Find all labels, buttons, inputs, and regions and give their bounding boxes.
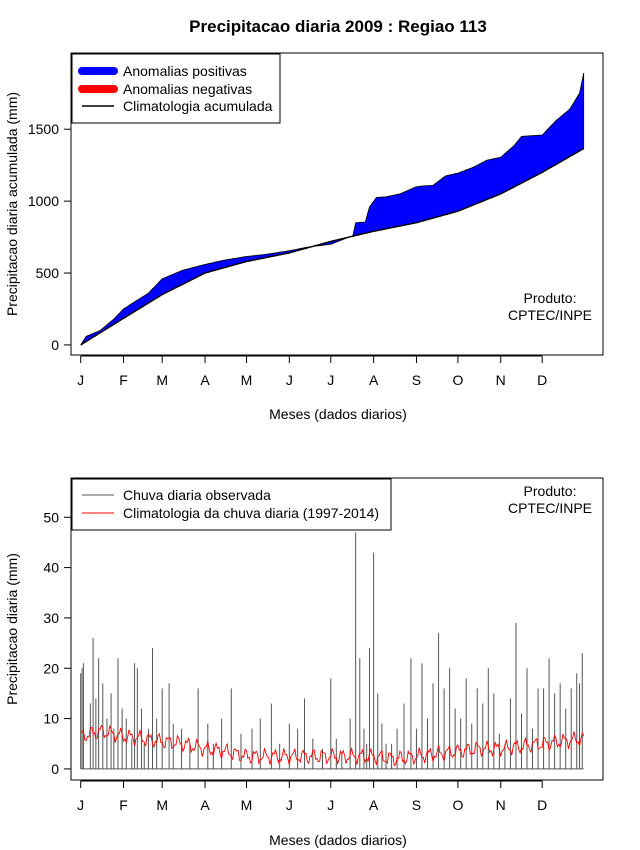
legend-label-positive: Anomalias positivas xyxy=(123,63,247,79)
x-tick-label: D xyxy=(537,372,547,388)
y-tick-label-2: 0 xyxy=(51,761,59,777)
legend: Anomalias positivas Anomalias negativas … xyxy=(71,53,281,124)
x-tick-label: A xyxy=(200,372,210,388)
daily-panel: 0 10 20 30 40 50 J F M A M J J A S O N D Meses (dados di… xyxy=(4,477,604,848)
observed-rain-layer xyxy=(80,532,584,770)
y-axis-2: 0 10 20 30 40 50 xyxy=(43,509,72,777)
x-tick-label-2: M xyxy=(156,797,168,813)
cumulative-panel: 0 500 1000 1500 J F M A M J J A S O N D Meses (dados d… xyxy=(4,52,604,422)
climatology-daily-line xyxy=(80,724,585,767)
legend-box-2 xyxy=(71,478,392,531)
x-tick-label-2: S xyxy=(412,797,421,813)
x-tick-label: F xyxy=(119,372,128,388)
anomaly-area-layer xyxy=(80,73,585,346)
x-tick-label: S xyxy=(412,372,421,388)
legend-label-negative: Anomalias negativas xyxy=(123,81,252,97)
legend-2: Chuva diaria observada Climatologia da c… xyxy=(71,478,392,531)
x-tick-label-2: J xyxy=(286,797,293,813)
x-axis-label-2: Meses (dados diarios) xyxy=(269,832,407,848)
x-tick-label-2: N xyxy=(496,797,506,813)
legend-label-observed: Chuva diaria observada xyxy=(123,487,271,503)
y-axis-label-2: Precipitacao diaria (mm) xyxy=(4,553,20,705)
y-tick-label: 1000 xyxy=(28,193,59,209)
x-tick-label: J xyxy=(77,372,84,388)
y-axis-label: Precipitacao diaria acumulada (mm) xyxy=(4,92,20,316)
credit-line-1: Produto: xyxy=(524,290,577,306)
x-tick-label: N xyxy=(496,372,506,388)
x-tick-label-2: O xyxy=(452,797,463,813)
credit-line-2-b: CPTEC/INPE xyxy=(508,500,592,516)
y-axis: 0 500 1000 1500 xyxy=(28,121,72,353)
x-tick-label: O xyxy=(452,372,463,388)
y-tick-label-2: 30 xyxy=(43,610,59,626)
climatology-cumulative-line xyxy=(80,147,585,346)
legend-label-climatology-2: Climatologia da chuva diaria (1997-2014) xyxy=(123,505,379,521)
y-tick-label: 1500 xyxy=(28,121,59,137)
x-tick-label-2: J xyxy=(327,797,334,813)
y-tick-label-2: 20 xyxy=(43,660,59,676)
x-tick-label-2: F xyxy=(119,797,128,813)
x-tick-label-2: M xyxy=(241,797,253,813)
chart-title: Precipitacao diaria 2009 : Regiao 113 xyxy=(189,17,487,36)
x-axis-label: Meses (dados diarios) xyxy=(269,406,407,422)
y-tick-label-2: 10 xyxy=(43,711,59,727)
y-tick-label-2: 50 xyxy=(43,509,59,525)
climatology-line-layer xyxy=(80,724,585,767)
x-tick-label-2: J xyxy=(77,797,84,813)
x-tick-label: M xyxy=(156,372,168,388)
y-tick-label-2: 40 xyxy=(43,560,59,576)
x-tick-label-2: D xyxy=(537,797,547,813)
legend-label-climatology: Climatologia acumulada xyxy=(123,98,273,114)
credit-line-1-b: Produto: xyxy=(524,483,577,499)
x-tick-label: A xyxy=(369,372,379,388)
y-tick-label: 0 xyxy=(51,337,59,353)
x-tick-label-2: A xyxy=(369,797,379,813)
credit-line-2: CPTEC/INPE xyxy=(508,307,592,323)
x-tick-label: J xyxy=(286,372,293,388)
x-tick-label: J xyxy=(327,372,334,388)
x-tick-label: M xyxy=(241,372,253,388)
y-tick-label: 500 xyxy=(36,265,60,281)
x-tick-label-2: A xyxy=(200,797,210,813)
